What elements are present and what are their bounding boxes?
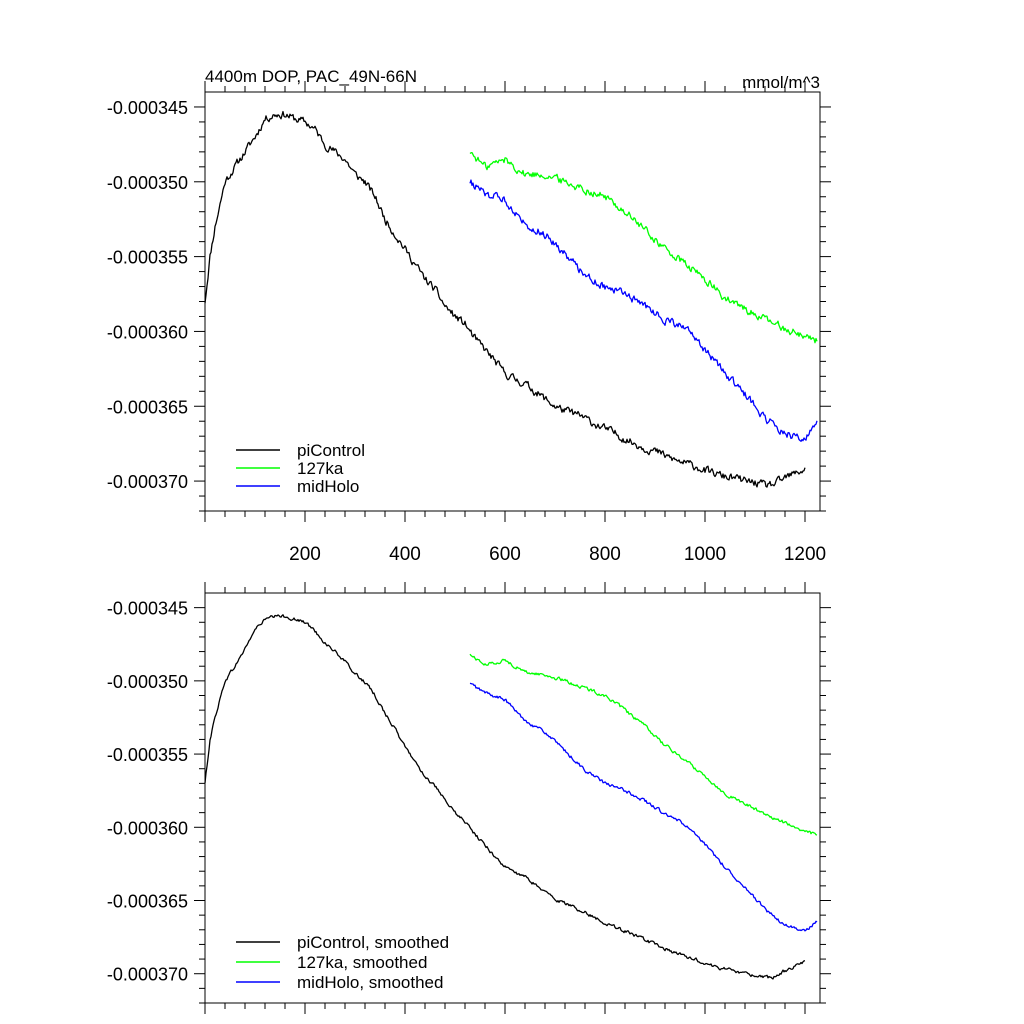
legend-label: piControl	[297, 441, 365, 460]
panel-bottom: -0.000345 -0.000350 -0.000355 -0.000360 -0.0…	[107, 582, 831, 1014]
series-line	[469, 151, 818, 344]
x-tick-labels: 200 400 600 800 1000 1200	[289, 544, 826, 565]
y-tick-label: -0.000370	[107, 965, 188, 985]
y-tick-label: -0.000355	[107, 745, 188, 765]
y-tick-label: -0.000345	[107, 98, 188, 118]
y-tick-label: -0.000355	[107, 248, 188, 268]
y-tick-label: -0.000370	[107, 472, 188, 492]
axis-ticks	[194, 81, 831, 522]
y-tick-labels: -0.000345 -0.000350 -0.000355 -0.000360 -0.0…	[107, 599, 188, 985]
legend-label: piControl, smoothed	[297, 933, 449, 952]
legend-label: 127ka	[297, 459, 344, 478]
legend-label: 127ka, smoothed	[297, 953, 427, 972]
axis-ticks	[194, 582, 831, 1014]
legend-label: midHolo, smoothed	[297, 973, 443, 992]
series-line	[469, 682, 818, 932]
y-tick-label: -0.000350	[107, 173, 188, 193]
y-tick-labels: -0.000345 -0.000350 -0.000355 -0.000360 -0.0…	[107, 98, 188, 492]
x-tick-label: 200	[289, 544, 321, 565]
x-tick-label: 800	[589, 544, 621, 565]
series-lines	[204, 110, 818, 488]
series-line	[204, 110, 806, 488]
y-tick-label: -0.000360	[107, 322, 188, 342]
legend-label: midHolo	[297, 477, 359, 496]
y-tick-label: -0.000350	[107, 672, 188, 692]
series-line	[204, 614, 806, 980]
y-tick-label: -0.000365	[107, 397, 188, 417]
x-tick-label: 400	[389, 544, 421, 565]
panel-top: 4400m DOP, PAC_49N-66N mmol/m^3 -0.00034…	[107, 67, 831, 565]
x-tick-label: 600	[489, 544, 521, 565]
y-tick-label: -0.000365	[107, 892, 188, 912]
x-tick-label: 1000	[684, 544, 726, 565]
y-tick-label: -0.000345	[107, 599, 188, 619]
series-line	[469, 653, 818, 836]
units-label: mmol/m^3	[742, 73, 820, 92]
series-line	[469, 179, 818, 442]
chart-title: 4400m DOP, PAC_49N-66N	[205, 67, 417, 86]
y-tick-label: -0.000360	[107, 818, 188, 838]
series-lines	[204, 614, 818, 980]
x-tick-label: 1200	[784, 544, 826, 565]
